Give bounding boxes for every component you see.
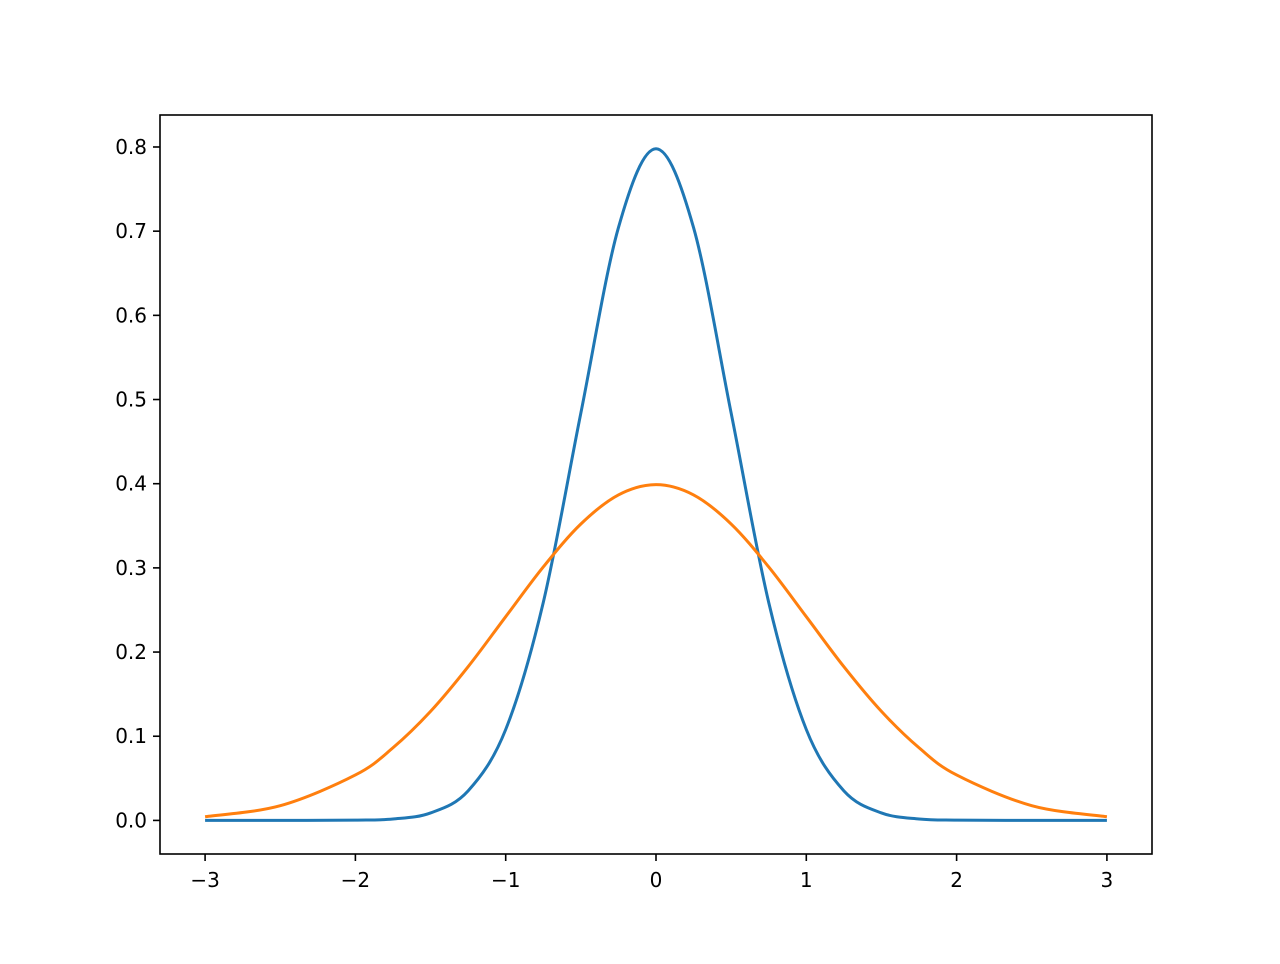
x-axis-ticks: −3 −2 −1 0 1 2 3: [190, 854, 1113, 892]
series-layer: [204, 147, 1108, 822]
y-tick-label: 0.4: [115, 472, 147, 496]
x-tick-label: 2: [950, 868, 963, 892]
y-axis-ticks: 0.0 0.1 0.2 0.3 0.4 0.5 0.6 0.7 0.8: [115, 135, 160, 832]
x-tick-label: −2: [341, 868, 370, 892]
x-tick-label: 1: [800, 868, 813, 892]
series-line-1: [204, 483, 1108, 819]
y-tick-label: 0.0: [115, 808, 147, 832]
x-tick-label: 0: [650, 868, 663, 892]
y-tick-label: 0.6: [115, 303, 147, 327]
y-tick-label: 0.3: [115, 556, 147, 580]
series-line-0: [205, 147, 1107, 822]
x-tick-label: −3: [190, 868, 219, 892]
y-tick-label: 0.7: [115, 219, 147, 243]
y-tick-label: 0.1: [115, 724, 147, 748]
y-tick-label: 0.5: [115, 388, 147, 412]
y-tick-label: 0.8: [115, 135, 147, 159]
x-tick-label: −1: [491, 868, 520, 892]
y-tick-label: 0.2: [115, 640, 147, 664]
x-tick-label: 3: [1101, 868, 1114, 892]
